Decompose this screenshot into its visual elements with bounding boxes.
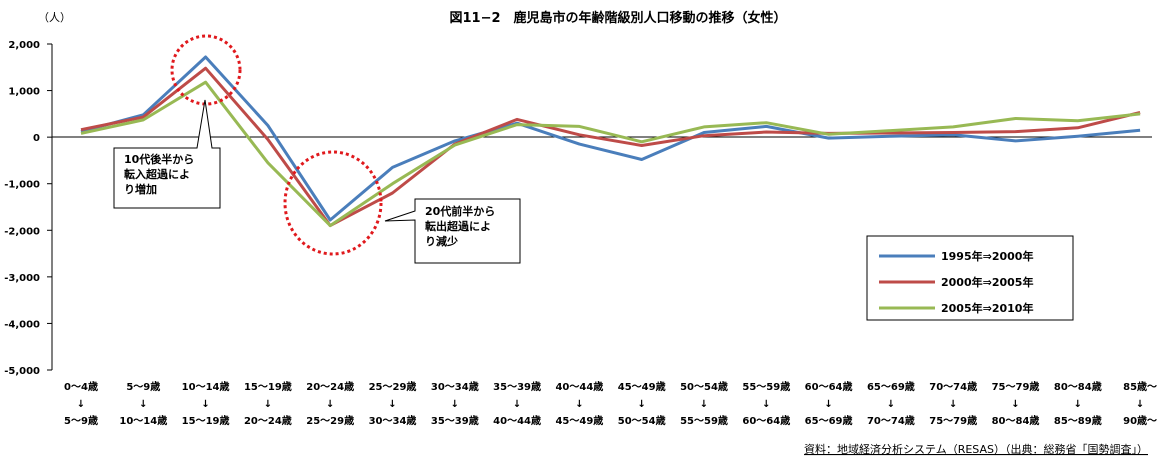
x-category-to: 40〜44歳 (493, 414, 541, 427)
x-category-arrow: ↓ (451, 399, 459, 410)
y-tick-label: -1,000 (4, 180, 40, 191)
x-category-to: 15〜19歳 (182, 414, 230, 427)
series-line-3 (80, 80, 1141, 228)
x-category-from: 45〜49歳 (618, 380, 666, 393)
series-line-2 (80, 66, 1141, 228)
x-category-arrow: ↓ (513, 399, 521, 410)
x-category-to: 45〜49歳 (555, 414, 603, 427)
x-category-to: 30〜34歳 (369, 414, 417, 427)
y-tick-label: -4,000 (4, 319, 40, 330)
x-category-from: 40〜44歳 (555, 380, 603, 393)
x-category-arrow: ↓ (575, 399, 583, 410)
legend-label-3: 2005年⇒2010年 (941, 301, 1033, 315)
x-category-arrow: ↓ (638, 399, 646, 410)
x-category-from: 65〜69歳 (867, 380, 915, 393)
x-category-to: 20〜24歳 (244, 414, 292, 427)
x-category-from: 30〜34歳 (431, 380, 479, 393)
x-category-to: 60〜64歳 (742, 414, 790, 427)
y-tick-label: 1,000 (8, 87, 40, 98)
legend-label-2: 2000年⇒2005年 (941, 275, 1033, 289)
y-unit-label: （人） (38, 11, 71, 24)
x-category-to: 5〜9歳 (64, 414, 98, 427)
x-category-from: 5〜9歳 (126, 380, 160, 393)
y-tick-label: -2,000 (4, 226, 40, 237)
legend: 1995年⇒2000年 2000年⇒2005年 2005年⇒2010年 (866, 235, 1074, 321)
x-category-arrow: ↓ (700, 399, 708, 410)
callout-twenties: 20代前半から転出超過により減少 (384, 198, 521, 264)
series-lines (80, 55, 1141, 228)
x-category-from: 70〜74歳 (929, 380, 977, 393)
legend-items: 1995年⇒2000年 2000年⇒2005年 2005年⇒2010年 (879, 249, 1033, 315)
x-category-from: 75〜79歳 (992, 380, 1040, 393)
callout-teens: 10代後半から転入超過により増加 (113, 99, 221, 209)
x-category-arrow: ↓ (388, 399, 396, 410)
x-category-to: 65〜69歳 (805, 414, 853, 427)
x-category-to: 80〜84歳 (992, 414, 1040, 427)
x-category-from: 25〜29歳 (369, 380, 417, 393)
x-category-arrow: ↓ (949, 399, 957, 410)
y-tick-label: 0 (33, 133, 40, 144)
x-category-to: 50〜54歳 (618, 414, 666, 427)
y-tick-label: -3,000 (4, 273, 40, 284)
x-category-arrow: ↓ (201, 399, 209, 410)
series-line-1 (80, 55, 1141, 222)
x-category-to: 25〜29歳 (306, 414, 354, 427)
x-category-arrow: ↓ (139, 399, 147, 410)
x-category-arrow: ↓ (77, 399, 85, 410)
x-category-arrow: ↓ (1011, 399, 1019, 410)
x-category-from: 60〜64歳 (805, 380, 853, 393)
x-category-from: 50〜54歳 (680, 380, 728, 393)
x-category-to: 70〜74歳 (867, 414, 915, 427)
x-category-arrow: ↓ (887, 399, 895, 410)
x-category-from: 35〜39歳 (493, 380, 541, 393)
x-category-to: 75〜79歳 (929, 414, 977, 427)
x-category-from: 10〜14歳 (182, 380, 230, 393)
x-category-arrow: ↓ (762, 399, 770, 410)
x-axis-labels: 0〜4歳 ↓ 5〜9歳 5〜9歳 ↓ 10〜14歳 10〜14歳 ↓ 15〜19歳 15〜19歳 ↓… (64, 380, 1157, 427)
x-category-to: 85〜89歳 (1054, 414, 1102, 427)
y-axis: 2,000 1,000 0 -1,000 -2,000 -3,000 -4,000 -5,00… (4, 40, 52, 377)
legend-box (866, 235, 1074, 321)
x-category-to: 55〜59歳 (680, 414, 728, 427)
x-category-from: 20〜24歳 (306, 380, 354, 393)
x-category-arrow: ↓ (264, 399, 272, 410)
x-category-from: 15〜19歳 (244, 380, 292, 393)
x-category-from: 85歳〜 (1123, 380, 1157, 393)
x-category-from: 55〜59歳 (742, 380, 790, 393)
highlight-circle-twenties (283, 150, 383, 256)
x-category-to: 35〜39歳 (431, 414, 479, 427)
source-note: 資料：地域経済分析システム（RESAS）（出典：総務省「国勢調査」） (804, 442, 1148, 456)
x-category-arrow: ↓ (1074, 399, 1082, 410)
highlight-circle-teens (170, 34, 242, 106)
x-category-from: 80〜84歳 (1054, 380, 1102, 393)
legend-label-1: 1995年⇒2000年 (941, 249, 1033, 263)
x-category-to: 10〜14歳 (119, 414, 167, 427)
x-category-arrow: ↓ (824, 399, 832, 410)
x-category-arrow: ↓ (326, 399, 334, 410)
x-category-arrow: ↓ (1136, 399, 1144, 410)
callout-twenties-text: 20代前半から転出超過により減少 (425, 204, 495, 248)
y-tick-label: 2,000 (8, 40, 40, 51)
chart-title: 図11−2 鹿児島市の年齢階級別人口移動の推移（女性） (449, 10, 786, 26)
y-tick-label: -5,000 (4, 366, 40, 377)
callout-teens-text: 10代後半から転入超過により増加 (124, 152, 194, 196)
x-category-from: 0〜4歳 (64, 380, 98, 393)
x-category-to: 90歳〜 (1123, 414, 1157, 427)
